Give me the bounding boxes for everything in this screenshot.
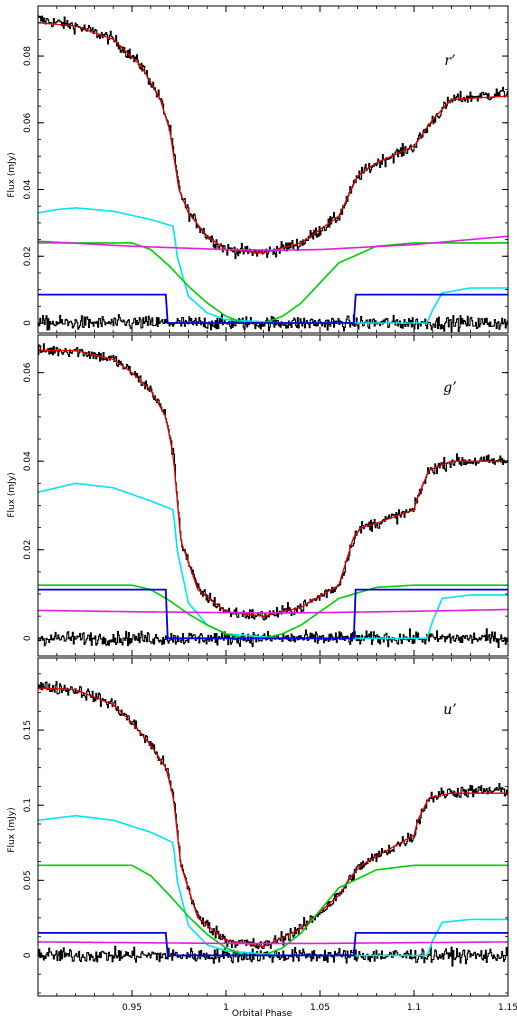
y-axis-label-r: Flux (mJy) xyxy=(7,152,17,197)
ytick-label-r: 0.06 xyxy=(23,113,33,133)
series-g-model-3 xyxy=(38,584,508,640)
series-u-step-5 xyxy=(38,932,508,957)
xtick-label: 0.95 xyxy=(122,1003,142,1013)
xtick-label: 1.1 xyxy=(407,1003,421,1013)
panel-u-band: 0 0.05 0.1 0.15 0.95 1 1.05 1.1 1.15 u’ xyxy=(23,657,517,1013)
band-label-r: r’ xyxy=(444,53,455,69)
ytick-label-u: 0 xyxy=(23,952,33,958)
ytick-label-r: 0.02 xyxy=(23,246,33,266)
ytick-label-u: 0.05 xyxy=(23,870,33,890)
panel-frame-r xyxy=(37,5,509,334)
series-g-step-5 xyxy=(38,588,508,640)
series-u-model-4 xyxy=(38,941,508,945)
ytick-label-g: 0.06 xyxy=(23,362,33,382)
plot-area-r xyxy=(38,15,508,333)
ytick-label-g: 0 xyxy=(23,635,33,641)
ytick-label-r: 0.04 xyxy=(23,179,33,199)
xtick-label: 1 xyxy=(223,1003,229,1013)
panel-frame-u xyxy=(37,657,509,997)
series-r-model-4 xyxy=(38,235,508,251)
y-axis-label-u: Flux (mJy) xyxy=(7,807,17,852)
panel-frame-g xyxy=(37,334,509,657)
series-u-model-3 xyxy=(38,864,508,957)
series-u-residuals-6 xyxy=(38,945,508,967)
band-label-u: u’ xyxy=(443,702,456,718)
ytick-label-u: 0.1 xyxy=(23,798,33,812)
series-r-step-5 xyxy=(38,293,508,324)
series-u-model-1 xyxy=(38,687,508,948)
x-axis-label: Orbital Phase xyxy=(232,1009,293,1019)
ytick-label-g: 0.04 xyxy=(23,451,33,471)
ytick-label-r: 0 xyxy=(23,320,33,326)
xtick-label: 1.15 xyxy=(498,1003,517,1013)
xtick-label: 1.05 xyxy=(310,1003,330,1013)
plot-area-u xyxy=(38,681,508,967)
ytick-label-g: 0.02 xyxy=(23,540,33,560)
y-axis-label-g: Flux (mJy) xyxy=(7,472,17,517)
band-label-g: g’ xyxy=(443,380,456,396)
ytick-label-r: 0.08 xyxy=(23,46,33,66)
ytick-label-u: 0.15 xyxy=(23,720,33,740)
panel-r-band: 0 0.02 0.04 0.06 0.08 r’ xyxy=(23,5,509,334)
panel-g-band: 0 0.02 0.04 0.06 g’ xyxy=(23,334,509,657)
series-g-model-4 xyxy=(38,608,508,614)
plot-area-g xyxy=(38,343,508,648)
